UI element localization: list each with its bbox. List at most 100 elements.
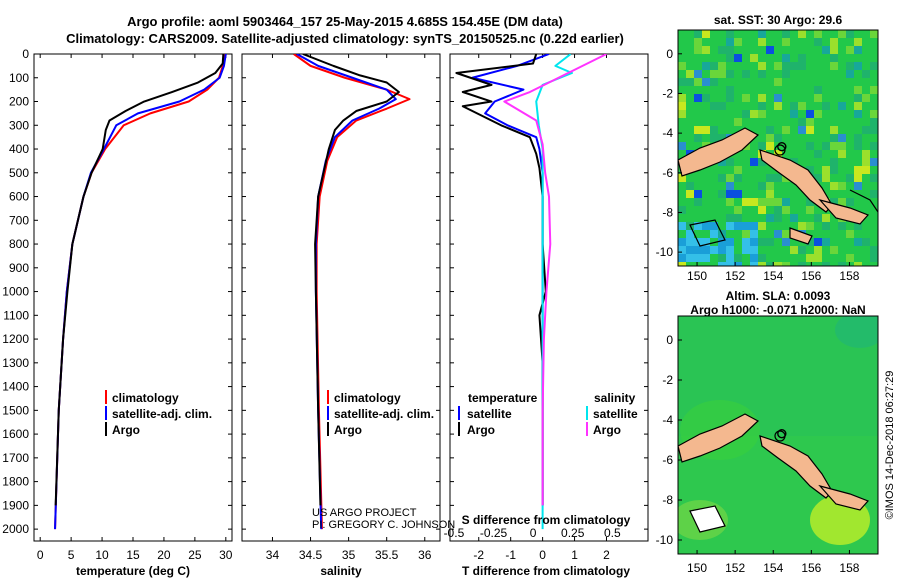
sst-cell — [830, 46, 838, 54]
sst-cell — [678, 110, 686, 118]
credit-pi: PI: GREGORY C. JOHNSON — [312, 519, 455, 531]
sst-cell — [846, 30, 854, 38]
x-tick-label: 2 — [603, 548, 610, 562]
legend-satellite: satellite-adj. clim. — [334, 407, 434, 421]
title-line-2: Climatology: CARS2009. Satellite-adjuste… — [66, 31, 624, 46]
sst-cell — [782, 238, 790, 246]
sst-cell — [758, 110, 766, 118]
x-tick-label: 34.5 — [299, 548, 323, 562]
sst-cell — [806, 118, 814, 126]
sst-cell — [694, 70, 702, 78]
sst-cell — [694, 198, 702, 206]
depth-tick-label: 1000 — [2, 285, 29, 299]
sst-cell — [742, 222, 750, 230]
series-line-satellite-adj-clim- — [54, 54, 227, 530]
x-tick-label: 1 — [571, 548, 578, 562]
sst-cell — [726, 254, 734, 262]
sst-cell — [830, 198, 838, 206]
sst-cell — [734, 190, 742, 198]
x-tick-label: 36 — [418, 548, 432, 562]
map-x-tick-label: 150 — [687, 269, 707, 283]
sst-cell — [758, 206, 766, 214]
depth-tick-label: 300 — [9, 118, 29, 132]
sst-cell — [718, 46, 726, 54]
sst-cell — [782, 70, 790, 78]
depth-tick-label: 500 — [9, 166, 29, 180]
sst-cell — [734, 222, 742, 230]
sst-cell — [758, 102, 766, 110]
series-line-argo — [54, 54, 225, 506]
sst-cell — [854, 262, 862, 266]
sst-cell — [790, 214, 798, 222]
depth-tick-label: 100 — [9, 71, 29, 85]
salinity-legend: climatology satellite-adj. clim. Argo — [327, 390, 434, 437]
sst-cell — [814, 246, 822, 254]
sst-cell — [726, 158, 734, 166]
s-diff-tick-label: 0 — [530, 526, 537, 540]
sst-cell — [766, 182, 774, 190]
sst-cell — [870, 246, 878, 254]
map-y-tick-label: -8 — [662, 205, 673, 219]
legend-climatology: climatology — [112, 391, 179, 405]
series-line-climatology — [54, 54, 226, 530]
s-diff-tick-label: -0.5 — [444, 526, 465, 540]
sst-cell — [750, 238, 758, 246]
sst-cell — [766, 126, 774, 134]
sst-cell — [822, 142, 830, 150]
sst-cell — [814, 110, 822, 118]
map-y-tick-label: -10 — [656, 245, 674, 259]
legend-t-satellite: satellite — [467, 407, 512, 421]
sst-cell — [838, 198, 846, 206]
sst-cell — [742, 198, 750, 206]
sst-cell — [798, 262, 806, 266]
sst-cell — [742, 230, 750, 238]
difference-xlabel: T difference from climatology — [462, 564, 630, 578]
sst-cell — [790, 62, 798, 70]
x-tick-label: 5 — [68, 548, 75, 562]
sst-cell — [798, 62, 806, 70]
timestamp-stamp: ©IMOS 14-Dec-2018 06:27:29 — [884, 371, 896, 520]
sst-cell — [758, 198, 766, 206]
sst-cell — [678, 62, 686, 70]
legend-argo: Argo — [112, 423, 140, 437]
sst-cell — [798, 54, 806, 62]
sst-map-title: sat. SST: 30 Argo: 29.6 — [714, 13, 843, 27]
sst-cell — [726, 198, 734, 206]
sst-cell — [678, 102, 686, 110]
sst-cell — [798, 246, 806, 254]
sst-cell — [710, 134, 718, 142]
difference-lines — [455, 54, 607, 530]
depth-tick-label: 1400 — [2, 380, 29, 394]
sst-cell — [798, 222, 806, 230]
salinity-ticks: 34 34.5 35 35.5 36 — [242, 53, 440, 562]
sst-cell — [758, 222, 766, 230]
sst-cell — [694, 94, 702, 102]
sst-cell — [726, 54, 734, 62]
sst-cell — [686, 230, 694, 238]
sst-cell — [782, 198, 790, 206]
sst-cell — [838, 262, 846, 266]
depth-tick-label: 1300 — [2, 356, 29, 370]
sst-cell — [702, 30, 710, 38]
argo-float-marker — [777, 142, 787, 152]
sst-cell — [726, 182, 734, 190]
temperature-xlabel: temperature (deg C) — [76, 564, 190, 578]
map-x-tick-label: 158 — [839, 269, 859, 283]
sst-cell — [686, 246, 694, 254]
sst-cell — [774, 102, 782, 110]
sst-cell — [822, 222, 830, 230]
sst-cell — [830, 126, 838, 134]
map-y-tick-label: -2 — [662, 86, 673, 100]
sst-cell — [718, 254, 726, 262]
legend-s-argo: Argo — [593, 423, 621, 437]
sst-cell — [758, 142, 766, 150]
depth-tick-label: 1500 — [2, 403, 29, 417]
sst-cell — [870, 110, 878, 118]
sla-map-title-2: Argo h1000: -0.071 h2000: NaN — [690, 303, 865, 317]
sst-cell — [734, 262, 742, 266]
sst-cell — [766, 214, 774, 222]
sst-cell — [702, 238, 710, 246]
sst-cell — [734, 54, 742, 62]
sst-cell — [798, 126, 806, 134]
sst-cell — [726, 174, 734, 182]
